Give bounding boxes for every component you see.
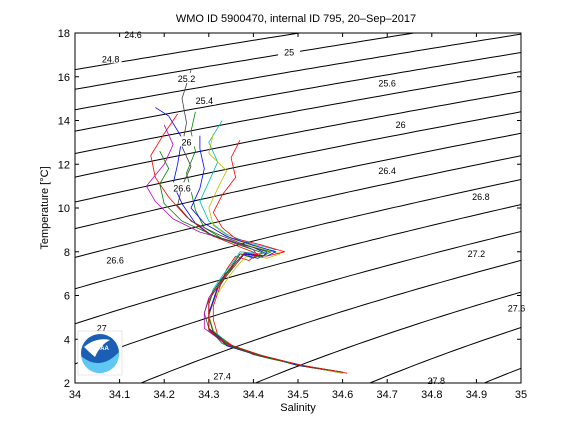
contour-label-bg bbox=[278, 46, 301, 57]
contour-label: 27.8 bbox=[427, 376, 445, 386]
contour-label-bg bbox=[171, 182, 194, 193]
density-contour bbox=[75, 231, 521, 365]
contour-label: 26.6 bbox=[106, 256, 124, 266]
density-contour bbox=[75, 33, 303, 71]
contour-label-bg bbox=[90, 322, 113, 333]
x-tick-label: 34.5 bbox=[287, 389, 308, 401]
density-contour bbox=[75, 132, 521, 230]
contour-label: 26.8 bbox=[472, 192, 490, 202]
contour-label-bg bbox=[376, 77, 399, 88]
density-contour bbox=[75, 204, 521, 325]
y-axis-label: Temperature [°C] bbox=[39, 166, 51, 249]
density-contour-labels: 24.6 24.8 25 25.2 25.4 25.6 26 26 26.4 26.6 26.8 26… bbox=[90, 29, 528, 386]
density-contour bbox=[75, 90, 521, 178]
contour-label-bg bbox=[389, 118, 412, 129]
contour-label-bg bbox=[505, 302, 528, 313]
x-tick-label: 34.8 bbox=[421, 389, 442, 401]
y-tick-label: 8 bbox=[64, 247, 70, 259]
contour-label-bg bbox=[175, 136, 198, 147]
density-contour bbox=[75, 155, 521, 258]
contour-label: 26 bbox=[181, 137, 191, 147]
x-tick-label: 34.1 bbox=[109, 389, 130, 401]
y-tick-label: 10 bbox=[58, 203, 70, 215]
contour-label: 24.6 bbox=[124, 30, 142, 40]
contour-label-bg bbox=[469, 191, 492, 202]
x-axis-label: Salinity bbox=[280, 402, 316, 414]
density-contour bbox=[75, 179, 521, 290]
x-axis-ticks: 34 34.1 34.2 34.3 34.4 34.5 34.6 34.7 34.8 34.9 35 bbox=[69, 33, 527, 401]
contour-label: 27 bbox=[97, 323, 107, 333]
x-tick-label: 34 bbox=[69, 389, 81, 401]
contour-label-bg bbox=[121, 29, 144, 40]
density-contour bbox=[139, 259, 521, 383]
contour-label-bg bbox=[465, 247, 488, 258]
contour-label: 26 bbox=[396, 120, 406, 130]
contour-label: 25.4 bbox=[196, 96, 214, 106]
x-tick-label: 34.7 bbox=[376, 389, 397, 401]
density-contours bbox=[75, 33, 521, 383]
x-tick-label: 34.3 bbox=[198, 389, 219, 401]
contour-label: 25.2 bbox=[178, 74, 196, 84]
noaa-logo: NOAA bbox=[77, 330, 123, 376]
contour-label-bg bbox=[99, 53, 122, 64]
contour-label: 26.6 bbox=[173, 183, 191, 193]
contour-label-bg bbox=[104, 254, 127, 265]
density-contour bbox=[75, 33, 521, 111]
y-tick-label: 14 bbox=[58, 116, 70, 128]
contour-label: 27.2 bbox=[468, 249, 486, 259]
profile-line bbox=[159, 150, 343, 373]
contour-label-bg bbox=[376, 164, 399, 175]
contour-label: 27.4 bbox=[213, 371, 231, 381]
contour-label-bg bbox=[193, 94, 216, 105]
x-tick-label: 34.9 bbox=[466, 389, 487, 401]
x-tick-label: 34.4 bbox=[243, 389, 264, 401]
y-axis-ticks: 2 4 6 8 10 12 14 16 18 bbox=[58, 28, 521, 390]
profile-lines bbox=[145, 70, 348, 374]
y-tick-label: 4 bbox=[64, 334, 70, 346]
density-contour bbox=[368, 327, 521, 383]
contour-label-bg bbox=[425, 374, 448, 385]
contour-label: 27.6 bbox=[508, 304, 526, 314]
x-tick-label: 34.2 bbox=[153, 389, 174, 401]
profile-line bbox=[208, 133, 343, 374]
y-tick-label: 18 bbox=[58, 28, 70, 40]
density-contour bbox=[75, 111, 521, 203]
y-tick-label: 2 bbox=[64, 378, 70, 390]
x-tick-label: 35 bbox=[515, 389, 527, 401]
y-tick-label: 12 bbox=[58, 159, 70, 171]
contour-label: 25 bbox=[284, 48, 294, 58]
density-contour bbox=[254, 291, 521, 383]
profile-line bbox=[208, 140, 343, 373]
contour-label-bg bbox=[175, 72, 198, 83]
density-contour bbox=[482, 367, 521, 383]
contour-label: 24.8 bbox=[102, 54, 120, 64]
contour-label: 26.4 bbox=[378, 166, 396, 176]
x-tick-label: 34.6 bbox=[332, 389, 353, 401]
svg-text:NOAA: NOAA bbox=[91, 346, 109, 352]
density-contour bbox=[75, 71, 521, 154]
chart-title: WMO ID 5900470, internal ID 795, 20–Sep–… bbox=[176, 13, 416, 25]
density-contour bbox=[75, 52, 521, 132]
y-tick-label: 6 bbox=[64, 291, 70, 303]
profile-line bbox=[155, 107, 343, 374]
profile-line bbox=[177, 70, 343, 373]
y-tick-label: 16 bbox=[58, 72, 70, 84]
contour-label-bg bbox=[211, 370, 234, 381]
contour-label: 25.6 bbox=[378, 78, 396, 88]
